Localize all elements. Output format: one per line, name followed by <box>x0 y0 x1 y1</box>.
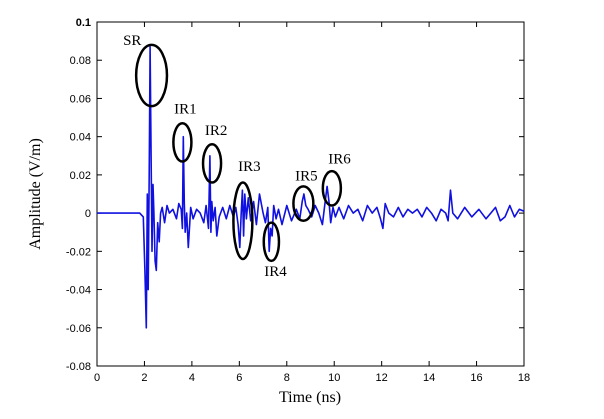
annotation-ellipse <box>134 43 169 108</box>
y-axis: -0.08 -0.06 -0.04 -0.02 0 0.02 0.04 0.06 0.08 0.1 <box>66 17 524 373</box>
y-tick-label: 0.04 <box>70 132 91 144</box>
x-axis-title: Time (ns) <box>279 389 341 406</box>
annotation-label: SR <box>123 33 141 49</box>
annotation-ellipse <box>262 221 281 263</box>
x-tick-label: 12 <box>376 372 388 384</box>
x-tick-label: 16 <box>470 372 482 384</box>
x-tick-label: 8 <box>284 372 290 384</box>
x-tick-label: 2 <box>141 372 147 384</box>
annotations: SR IR1 IR2 IR3 IR4 IR5 IR6 <box>123 33 351 280</box>
y-tick-label: 0.1 <box>76 17 91 29</box>
x-tick-label: 0 <box>94 372 100 384</box>
series-line <box>97 46 525 329</box>
x-tick-label: 6 <box>236 372 242 384</box>
y-tick-label: 0.06 <box>70 93 91 105</box>
annotation-label: IR6 <box>328 151 351 167</box>
y-tick-label: -0.08 <box>66 361 91 373</box>
annotation-ellipse <box>321 169 343 207</box>
y-tick-label: 0.02 <box>70 170 91 182</box>
y-tick-label: -0.02 <box>66 246 91 258</box>
x-tick-label: 18 <box>518 372 530 384</box>
x-axis: 0 2 4 6 8 10 12 14 16 18 <box>94 22 530 384</box>
x-tick-label: 4 <box>189 372 195 384</box>
annotation-label: IR4 <box>264 264 287 280</box>
annotation-label: IR2 <box>205 123 228 139</box>
annotation-ellipse <box>172 122 193 163</box>
x-tick-label: 10 <box>328 372 340 384</box>
annotation-label: IR1 <box>174 102 197 118</box>
y-tick-label: -0.04 <box>66 285 91 297</box>
y-tick-label: 0 <box>85 208 91 220</box>
annotation-ellipse <box>201 143 223 184</box>
annotation-label: IR3 <box>238 159 261 175</box>
annotation-ellipse <box>232 181 254 261</box>
y-axis-title: Amplitude (V/m) <box>27 138 44 250</box>
annotation-label: IR5 <box>295 169 318 185</box>
annotation-ellipse <box>292 185 315 223</box>
x-tick-label: 14 <box>423 372 435 384</box>
y-tick-label: 0.08 <box>70 55 91 67</box>
y-tick-label: -0.06 <box>66 323 91 335</box>
